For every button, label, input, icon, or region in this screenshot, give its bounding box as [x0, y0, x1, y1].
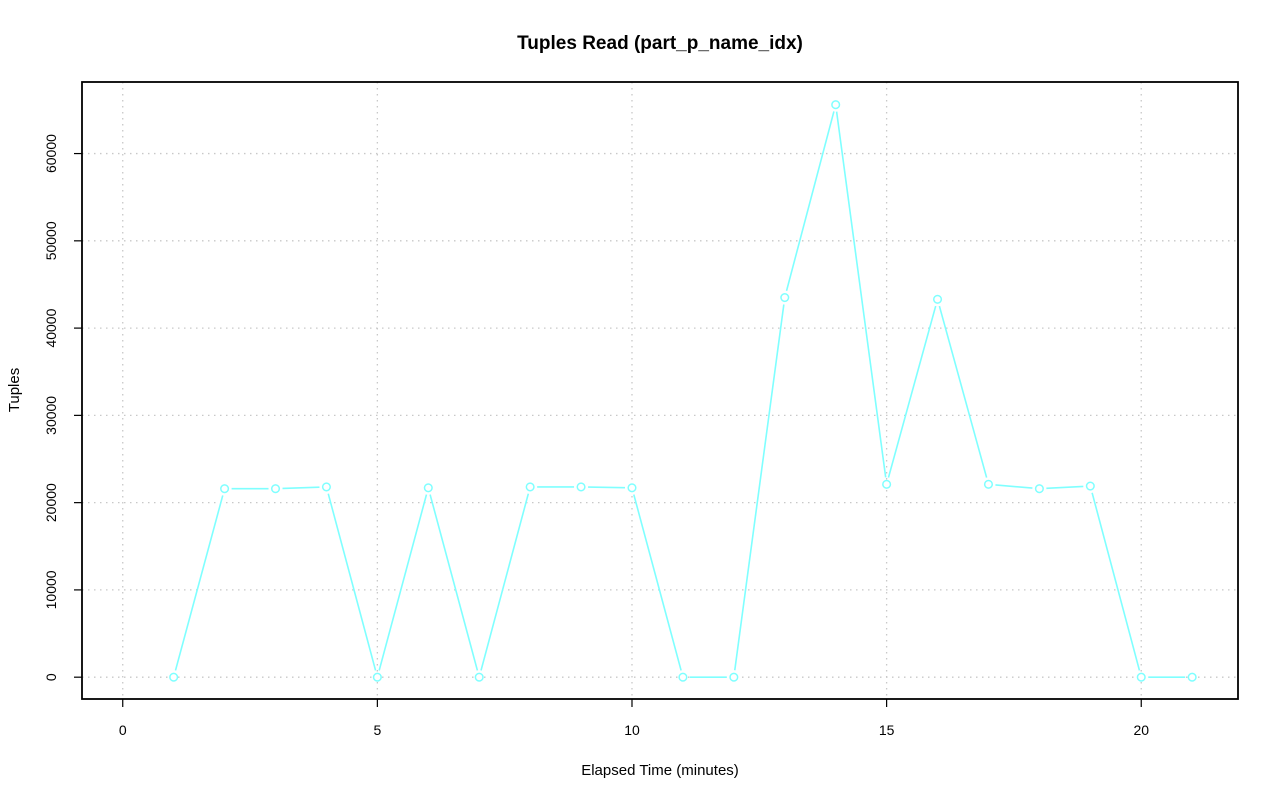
data-point: [627, 483, 637, 493]
x-tick-label: 0: [119, 722, 127, 738]
series-line-segment: [633, 494, 682, 671]
series-line-segment: [282, 486, 320, 490]
series-line-segment: [835, 111, 887, 478]
data-point: [169, 672, 179, 682]
series-line-segment: [1091, 492, 1141, 671]
data-point: [372, 672, 382, 682]
data-point: [932, 294, 943, 304]
data-point: [1187, 672, 1197, 682]
data-point: [220, 484, 230, 494]
y-axis-label: Tuples: [6, 368, 23, 412]
y-tick-label: 30000: [43, 396, 59, 435]
data-point: [270, 484, 281, 494]
data-point: [1136, 672, 1146, 682]
x-tick-label: 15: [879, 722, 895, 738]
series-line-segment: [1046, 485, 1084, 490]
data-point: [525, 482, 535, 492]
y-axis: 0 10000 20000 30000 40000 50000 60000: [43, 134, 82, 681]
x-axis-label: Elapsed Time (minutes): [581, 762, 739, 779]
x-tick-label: 10: [624, 722, 640, 738]
chart-title: Tuples Read (part_p_name_idx): [517, 33, 803, 54]
data-point: [321, 482, 331, 492]
data-series: [169, 100, 1197, 682]
series-line-segment: [785, 111, 835, 291]
y-tick-label: 10000: [43, 570, 59, 609]
y-tick-label: 50000: [43, 221, 59, 260]
data-point: [780, 293, 790, 303]
data-point: [983, 479, 994, 489]
series-line-segment: [378, 494, 428, 671]
x-tick-label: 5: [373, 722, 381, 738]
data-point: [882, 479, 892, 489]
x-axis: 0 5 10 15 20: [119, 699, 1149, 738]
grid-lines: [82, 82, 1238, 699]
series-line-segment: [327, 493, 377, 671]
y-tick-label: 40000: [43, 308, 59, 347]
data-point: [474, 672, 484, 682]
series-line-segment: [429, 494, 479, 671]
y-tick-label: 20000: [43, 483, 59, 522]
y-tick-label: 0: [43, 673, 59, 681]
data-point: [831, 100, 841, 110]
series-line-segment: [480, 493, 530, 671]
series-line-segment: [733, 304, 785, 671]
y-tick-label: 60000: [43, 134, 59, 173]
data-point: [1085, 481, 1095, 491]
series-line-segment: [588, 486, 626, 489]
series-line-segment: [887, 305, 937, 478]
data-point: [423, 483, 433, 493]
x-tick-label: 20: [1133, 722, 1149, 738]
series-line-segment: [174, 495, 224, 671]
series-line-segment: [995, 484, 1033, 489]
data-point: [1034, 484, 1044, 494]
series-line-segment: [938, 305, 988, 478]
data-point: [678, 672, 688, 682]
data-point: [729, 672, 739, 682]
data-point: [576, 482, 586, 492]
plot-frame: [81, 81, 1239, 700]
